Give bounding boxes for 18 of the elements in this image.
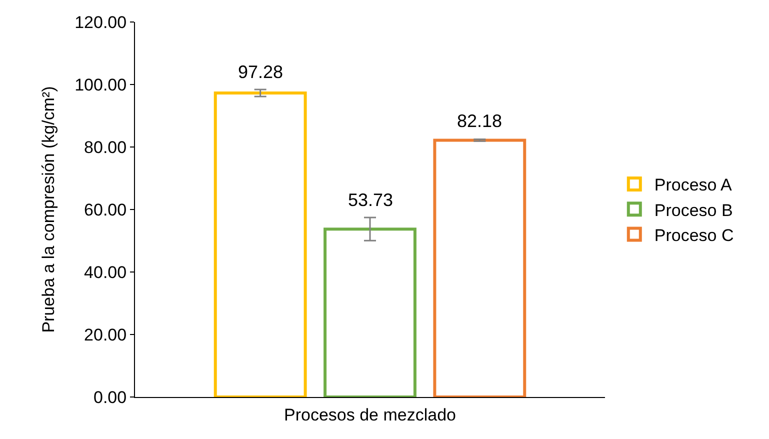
bar [214,92,307,397]
x-axis-title: Procesos de mezclado [284,406,456,425]
y-tick-label: 20.00 [84,325,127,344]
data-label: 82.18 [457,111,502,131]
y-tick-label: 80.00 [84,138,127,157]
y-tick-label: 60.00 [84,200,127,220]
bar [433,138,526,397]
legend-label: Proceso B [654,200,733,220]
y-tick-label: 100.00 [74,75,127,94]
y-tick-label: 120.00 [74,12,127,32]
data-label: 53.73 [348,190,394,210]
y-tick-label: 0.00 [94,388,127,407]
legend-label: Proceso C [654,226,734,245]
data-label: 97.28 [238,62,284,82]
y-tick-label: 40.00 [84,262,127,282]
y-axis-title: Prueba a la compresión (kg/cm²) [39,86,58,333]
bar [324,228,416,397]
legend-label: Proceso A [654,176,733,195]
